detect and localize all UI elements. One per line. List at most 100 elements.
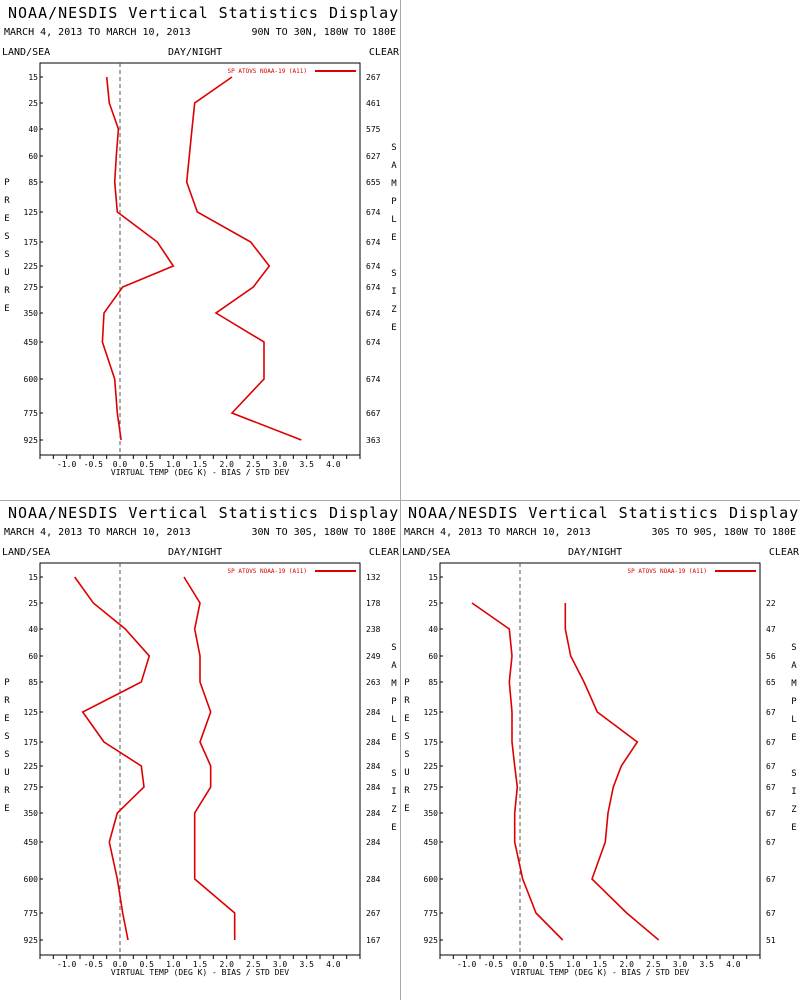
y-tick-label: 600 — [424, 875, 439, 884]
y2-axis-label-char: A — [391, 661, 397, 671]
sample-size-label: 674 — [366, 338, 381, 347]
y-axis-label-char: R — [404, 786, 410, 796]
y-tick-label: 125 — [24, 708, 39, 717]
y-tick-label: 25 — [428, 599, 438, 608]
series-line-std_dev — [564, 603, 660, 941]
y-tick-label: 25 — [28, 99, 38, 108]
sample-size-label: 67 — [766, 762, 776, 771]
sample-size-label: 65 — [766, 678, 776, 687]
y-axis-label-char: R — [4, 196, 10, 206]
y-tick-label: 225 — [424, 762, 439, 771]
y2-axis-label-char: E — [791, 823, 796, 833]
sample-size-label: 22 — [766, 599, 776, 608]
y-tick-label: 225 — [24, 762, 39, 771]
x-tick-label: 3.5 — [299, 960, 314, 969]
y2-axis-label-char: S — [391, 769, 396, 779]
y-tick-label: 40 — [28, 125, 38, 134]
clear-label: CLEAR — [768, 547, 799, 558]
series-line-bias — [471, 602, 564, 941]
panel-divider-horizontal — [0, 500, 800, 501]
y-tick-label: 85 — [428, 678, 438, 687]
y2-axis-label-char: S — [391, 143, 396, 153]
y2-axis-label-char: E — [391, 233, 396, 243]
y-tick-label: 350 — [24, 809, 39, 818]
sample-size-label: 56 — [766, 652, 776, 661]
x-tick-label: 0.5 — [139, 960, 154, 969]
y-tick-label: 775 — [24, 409, 39, 418]
panel-title: NOAA/NESDIS Vertical Statistics Display — [8, 4, 400, 22]
x-tick-label: 4.0 — [326, 960, 341, 969]
y-tick-label: 925 — [424, 936, 439, 945]
y-axis-label-char: U — [4, 768, 9, 778]
plot-frame — [39, 62, 361, 456]
y2-axis-label-char: S — [791, 769, 796, 779]
y-tick-label: 60 — [428, 652, 438, 661]
y-tick-label: 925 — [24, 436, 39, 445]
sample-size-label: 67 — [766, 783, 776, 792]
sample-size-label: 178 — [366, 599, 381, 608]
x-tick-label: 0.5 — [139, 460, 154, 469]
x-tick-label: -1.0 — [57, 460, 76, 469]
y-axis-label-char: S — [4, 250, 9, 260]
y-tick-label: 15 — [428, 573, 438, 582]
y-axis-label-char: E — [404, 714, 409, 724]
y2-axis-label-char: S — [391, 643, 396, 653]
y-tick-label: 350 — [424, 809, 439, 818]
x-tick-label: 2.0 — [619, 960, 634, 969]
x-tick-label: -0.5 — [484, 960, 503, 969]
plot-svg: -1.0 -0.5 0.0 0.5 1.0 1.5 2.0 2.5 3.0 3.5 4.0 VIRTU… — [404, 562, 797, 977]
panel-title: NOAA/NESDIS Vertical Statistics Display — [8, 504, 400, 522]
x-tick-label: 3.0 — [673, 960, 688, 969]
series-line-bias — [101, 76, 175, 441]
sample-size-label: 667 — [366, 409, 381, 418]
date-range: MARCH 4, 2013 TO MARCH 10, 2013 — [404, 527, 591, 538]
y2-axis-label-char: I — [391, 287, 396, 297]
clear-label: CLEAR — [368, 47, 399, 58]
x-tick-label: 1.5 — [193, 960, 208, 969]
sample-size-label: 67 — [766, 809, 776, 818]
x-tick-label: 3.0 — [273, 460, 288, 469]
x-tick-label: -0.5 — [84, 960, 103, 969]
sample-size-label: 284 — [366, 838, 381, 847]
x-tick-label: 3.5 — [699, 960, 714, 969]
y2-axis-label-char: M — [791, 679, 797, 689]
y-axis-label-char: S — [4, 232, 9, 242]
x-tick-label: 2.5 — [646, 960, 661, 969]
y-tick-label: 450 — [24, 838, 39, 847]
y2-axis-label-char: Z — [791, 805, 797, 815]
x-tick-label: -0.5 — [84, 460, 103, 469]
x-tick-label: 2.0 — [219, 460, 234, 469]
chart-panel-30n-30s: NOAA/NESDIS Vertical Statistics Display … — [0, 500, 400, 1000]
land-sea-label: LAND/SEA — [2, 47, 51, 58]
x-tick-label: 3.5 — [299, 460, 314, 469]
y-tick-label: 600 — [24, 375, 39, 384]
y-tick-label: 40 — [428, 625, 438, 634]
y-axis-label-char: S — [404, 750, 409, 760]
y-axis-label-char: U — [404, 768, 409, 778]
y-axis-label-char: E — [4, 304, 9, 314]
y-tick-label: 125 — [24, 208, 39, 217]
sample-size-label: 284 — [366, 708, 381, 717]
y-tick-label: 85 — [28, 678, 38, 687]
y-tick-label: 275 — [24, 283, 39, 292]
y-tick-label: 25 — [28, 599, 38, 608]
y-axis-label-char: R — [4, 286, 10, 296]
panel-title: NOAA/NESDIS Vertical Statistics Display — [408, 504, 800, 522]
y2-axis-label-char: Z — [391, 805, 397, 815]
sample-size-label: 284 — [366, 762, 381, 771]
sample-size-label: 47 — [766, 625, 776, 634]
date-range: MARCH 4, 2013 TO MARCH 10, 2013 — [4, 27, 191, 38]
series-line-std_dev — [185, 76, 302, 441]
sample-size-label: 51 — [766, 936, 776, 945]
sample-size-label: 267 — [366, 73, 381, 82]
y-tick-label: 60 — [28, 152, 38, 161]
chart-panel-30s-90s: NOAA/NESDIS Vertical Statistics Display … — [400, 500, 800, 1000]
y-axis-label-char: P — [404, 678, 410, 688]
y2-axis-label-char: L — [791, 715, 796, 725]
day-night-label: DAY/NIGHT — [568, 547, 623, 558]
sample-size-label: 674 — [366, 238, 381, 247]
sample-size-label: 674 — [366, 375, 381, 384]
y2-axis-label-char: P — [391, 697, 397, 707]
land-sea-label: LAND/SEA — [402, 547, 451, 558]
sample-size-label: 132 — [366, 573, 381, 582]
